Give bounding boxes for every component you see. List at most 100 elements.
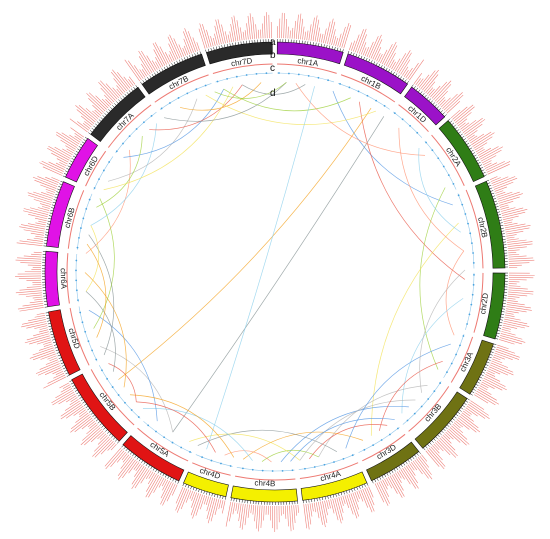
link-arc [100,346,174,433]
gene-label-marks [374,454,433,506]
chromosome-ticks [302,482,369,504]
link-arc [85,149,131,254]
link-arc [223,88,351,112]
track-ring-b [340,74,396,103]
track-ring-c [93,156,114,190]
chromosome-band-chr5b [71,373,128,442]
link-arc [242,431,364,460]
link-arc [129,394,235,458]
track-ring-b [473,272,484,333]
link-arc [419,187,446,370]
chromosome-ticks [42,251,48,308]
chromosome-band-chr6d [65,138,98,183]
link-arc [103,86,234,191]
track-ring-c [393,111,423,138]
chromosome-band-chr2b [474,180,506,269]
gene-label-marks [489,176,535,268]
track-ring-b [212,63,273,74]
gene-label-marks [425,400,490,470]
chromosome-label: chr6A [59,268,69,290]
chromosome-band-chr3b [414,391,468,449]
chromosome-band-chr4d [183,471,229,498]
gene-label-marks [474,344,520,406]
link-arc [379,360,443,431]
chromosome-ticks [45,312,70,377]
track-ring-b [66,253,70,304]
chromosome-band-chr6b [46,181,75,248]
link-arc [108,363,137,402]
ring-label-d: d [270,88,276,99]
track-ring-c [338,83,390,110]
track-ring-c [465,272,475,331]
chromosome-ticks [371,451,421,484]
track-ring-b [154,74,209,103]
chromosome-ticks [182,483,227,500]
track-rings [66,63,484,481]
track-ring-c [143,421,192,454]
track-ring-c [98,365,141,419]
track-ring-c [358,427,400,453]
link-arc [118,107,372,380]
link-arc [123,88,225,158]
link-arc [309,424,388,460]
link-arcs [84,82,466,463]
chromosome-ticks [411,84,447,117]
chromosome-ticks [69,380,120,444]
gene-label-marks [39,127,84,176]
link-arc [205,94,377,125]
track-ring-c [195,454,233,467]
track-ring-c [75,253,79,303]
gene-label-marks [277,12,352,49]
chromosome-band-chr4a [300,471,368,501]
link-arc [280,405,409,463]
link-arc [445,250,465,336]
link-arc [418,148,461,233]
link-arc [164,82,287,122]
gene-label-marks [413,69,464,114]
track-ring-b [398,104,429,132]
gene-label-marks [51,382,117,458]
link-arc [85,291,116,372]
link-arc [261,449,319,462]
ring-label-b: b [270,50,276,61]
chromosome-band-chr1d [404,86,446,126]
link-arc [84,272,127,388]
chromosome-band-chr3d [366,441,420,482]
link-arc [419,269,466,393]
chromosome-label: chr4B [254,478,275,488]
chromosome-ticks [470,343,497,396]
track-ring-b [450,336,474,383]
link-arc [90,123,157,226]
chromosome-band-chr1a [276,41,344,65]
chromosome-ticks [277,39,344,53]
chromosome-ring: chr1Achr1Bchr1Dchr2Achr2Bchr2Dchr3Achr3B… [42,39,508,506]
track-ring-b [362,433,406,462]
link-arc [398,127,465,252]
link-arc [88,234,115,356]
gene-label-marks [349,28,424,81]
track-ring-c [443,334,465,378]
link-arc [370,222,459,436]
track-ring-c [424,140,457,190]
link-arc [136,401,216,453]
track-ring-b [69,307,90,366]
gene-label-marks [175,487,226,524]
chromosome-band-chr7d [205,41,273,65]
chromosome-band-chr7a [90,86,146,142]
track-ring-c [215,72,273,83]
link-arc [345,343,451,449]
chromosome-ticks [121,444,180,484]
track-ring-c [276,72,335,83]
gene-label-marks [21,312,66,389]
chromosome-ticks [140,51,202,85]
track-ring-c [78,306,98,362]
chromosome-label: chr1A [297,56,320,68]
link-arc [242,84,306,95]
gene-label-marks [104,447,178,506]
link-arc [179,82,262,111]
track-ring-c [115,111,157,154]
ring-label-a: a [270,37,276,48]
gene-label-marks [124,28,200,82]
chromosome-ticks [230,497,299,506]
